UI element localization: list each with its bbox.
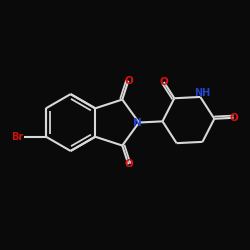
Text: Br: Br [11,132,24,142]
Text: NH: NH [194,88,210,98]
Text: N: N [133,118,142,128]
Text: O: O [229,113,238,123]
Text: O: O [124,76,133,86]
Text: O: O [160,77,168,87]
Text: O: O [124,159,133,169]
